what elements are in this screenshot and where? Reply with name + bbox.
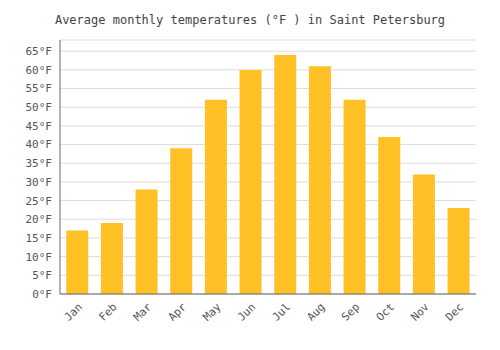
svg-text:May: May [200,300,224,324]
svg-text:45°F: 45°F [26,120,53,133]
svg-text:65°F: 65°F [26,45,53,58]
svg-text:Feb: Feb [96,300,119,323]
svg-text:Mar: Mar [131,300,155,324]
svg-text:10°F: 10°F [26,251,53,264]
svg-text:5°F: 5°F [32,269,52,282]
svg-text:15°F: 15°F [26,232,53,245]
svg-text:50°F: 50°F [26,101,53,114]
svg-text:Apr: Apr [166,300,190,324]
svg-text:Nov: Nov [408,300,432,324]
svg-text:20°F: 20°F [26,213,53,226]
svg-text:Aug: Aug [304,300,327,323]
svg-text:55°F: 55°F [26,82,53,95]
svg-text:Jun: Jun [235,300,258,323]
svg-text:Oct: Oct [374,300,397,323]
svg-text:60°F: 60°F [26,64,53,77]
svg-text:35°F: 35°F [26,157,53,170]
svg-text:Sep: Sep [339,300,362,323]
svg-text:30°F: 30°F [26,176,53,189]
svg-text:Dec: Dec [443,300,466,323]
svg-text:25°F: 25°F [26,195,53,208]
svg-text:0°F: 0°F [32,288,52,301]
svg-text:40°F: 40°F [26,138,53,151]
html-text:Average monthly temperatures (: Average monthly temperatures (°F ) in Sa… [54,13,446,27]
svg-text:Jul: Jul [270,300,293,323]
svg-text:Jan: Jan [62,300,85,323]
